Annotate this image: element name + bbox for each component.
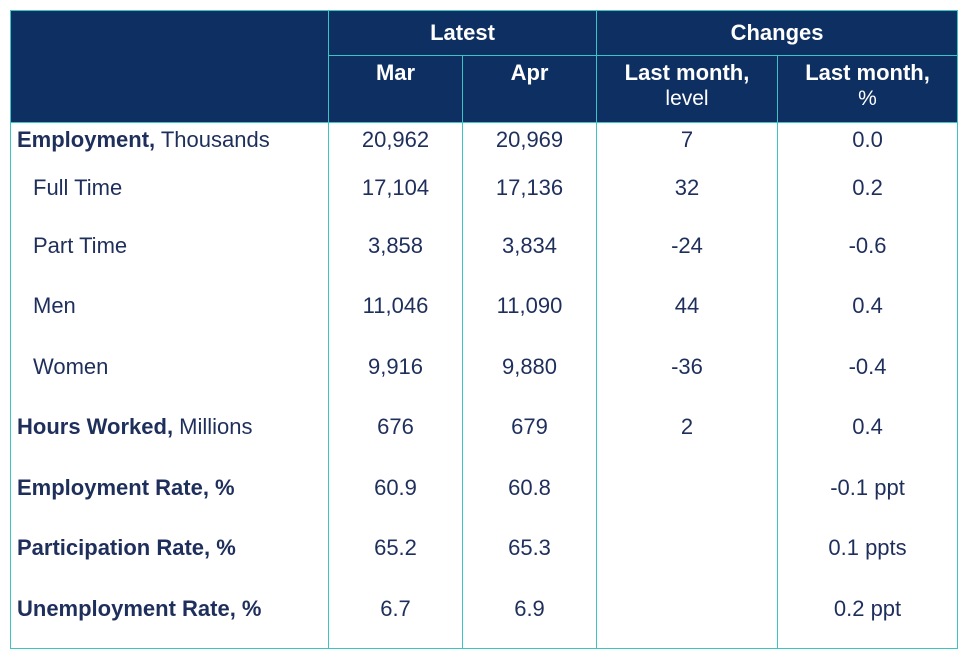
row-label: Hours Worked, Millions: [10, 406, 329, 467]
header-last-month-pct-line1: Last month,: [805, 60, 930, 85]
table-row: Men 11,046 11,090 44 0.4: [10, 285, 959, 346]
row-label: Unemployment Rate, %: [10, 587, 329, 649]
row-label: Women: [10, 345, 329, 406]
header-mar: Mar: [328, 55, 463, 123]
cell-change-pct: -0.4: [777, 345, 959, 406]
cell-apr: 65.3: [461, 527, 598, 588]
cell-change-level: 44: [596, 285, 779, 346]
cell-mar: 20,962: [328, 122, 463, 165]
cell-change-pct: 0.2: [777, 164, 959, 225]
cell-apr: 6.9: [461, 587, 598, 649]
cell-change-pct: -0.1 ppt: [777, 466, 959, 527]
row-label: Part Time: [10, 224, 329, 285]
cell-apr: 3,834: [461, 224, 598, 285]
header-corner: [10, 10, 329, 123]
row-label-text: Millions: [173, 414, 253, 439]
cell-change-level: 2: [596, 406, 779, 467]
cell-apr: 17,136: [461, 164, 598, 225]
header-last-month-level-line1: Last month,: [624, 60, 750, 85]
table-row: Employment Rate, % 60.9 60.8 -0.1 ppt: [10, 466, 959, 527]
table-row: Unemployment Rate, % 6.7 6.9 0.2 ppt: [10, 587, 959, 649]
row-label-bold: Employment Rate, %: [17, 474, 235, 500]
cell-mar: 65.2: [328, 527, 463, 588]
cell-change-level: [596, 527, 779, 588]
header-last-month-level: Last month, level: [596, 55, 779, 123]
row-label-bold: Unemployment Rate, %: [17, 595, 262, 621]
cell-change-level: [596, 466, 779, 527]
header-changes: Changes: [596, 10, 959, 56]
header-last-month-pct-line2: %: [858, 87, 877, 111]
cell-change-level: -36: [596, 345, 779, 406]
header-last-month-level-line2: level: [665, 87, 709, 111]
row-label-bold: Employment,: [17, 127, 156, 152]
cell-change-pct: 0.4: [777, 285, 959, 346]
row-label-text: Part Time: [33, 232, 128, 258]
cell-mar: 11,046: [328, 285, 463, 346]
header-apr: Apr: [461, 55, 598, 123]
cell-mar: 9,916: [328, 345, 463, 406]
cell-change-pct: -0.6: [777, 224, 959, 285]
cell-change-level: [596, 587, 779, 649]
cell-mar: 676: [328, 406, 463, 467]
cell-mar: 6.7: [328, 587, 463, 649]
cell-apr: 9,880: [461, 345, 598, 406]
table-row: Part Time 3,858 3,834 -24 -0.6: [10, 224, 959, 285]
cell-apr: 20,969: [461, 122, 598, 165]
cell-change-level: -24: [596, 224, 779, 285]
row-label-bold: Participation Rate, %: [17, 535, 236, 560]
cell-apr: 60.8: [461, 466, 598, 527]
row-label-text: Full Time: [33, 174, 123, 200]
cell-change-pct: 0.0: [777, 122, 959, 165]
cell-apr: 679: [461, 406, 598, 467]
cell-change-level: 7: [596, 122, 779, 165]
row-label: Full Time: [10, 164, 329, 225]
cell-change-level: 32: [596, 164, 779, 225]
table-row: Hours Worked, Millions 676 679 2 0.4: [10, 406, 959, 467]
row-label-text: Thousands: [155, 127, 270, 152]
cell-mar: 3,858: [328, 224, 463, 285]
row-label-text: Women: [33, 353, 109, 379]
cell-change-pct: 0.2 ppt: [777, 587, 959, 649]
table-row: Employment, Thousands 20,962 20,969 7 0.…: [10, 122, 959, 165]
cell-mar: 60.9: [328, 466, 463, 527]
cell-mar: 17,104: [328, 164, 463, 225]
cell-apr: 11,090: [461, 285, 598, 346]
row-label: Employment, Thousands: [10, 122, 329, 165]
header-last-month-pct: Last month, %: [777, 55, 959, 123]
labour-market-table: Latest Changes Mar Apr Last month, level…: [10, 10, 959, 649]
table-row: Women 9,916 9,880 -36 -0.4: [10, 345, 959, 406]
table-row: Participation Rate, % 65.2 65.3 0.1 ppts: [10, 527, 959, 588]
table-row: Full Time 17,104 17,136 32 0.2: [10, 164, 959, 225]
row-label: Participation Rate, %: [10, 527, 329, 588]
row-label-bold: Hours Worked,: [17, 414, 174, 439]
cell-change-pct: 0.4: [777, 406, 959, 467]
row-label: Employment Rate, %: [10, 466, 329, 527]
row-label-text: Men: [33, 293, 76, 318]
header-latest: Latest: [327, 10, 598, 56]
row-label: Men: [10, 285, 329, 346]
cell-change-pct: 0.1 ppts: [777, 527, 959, 588]
